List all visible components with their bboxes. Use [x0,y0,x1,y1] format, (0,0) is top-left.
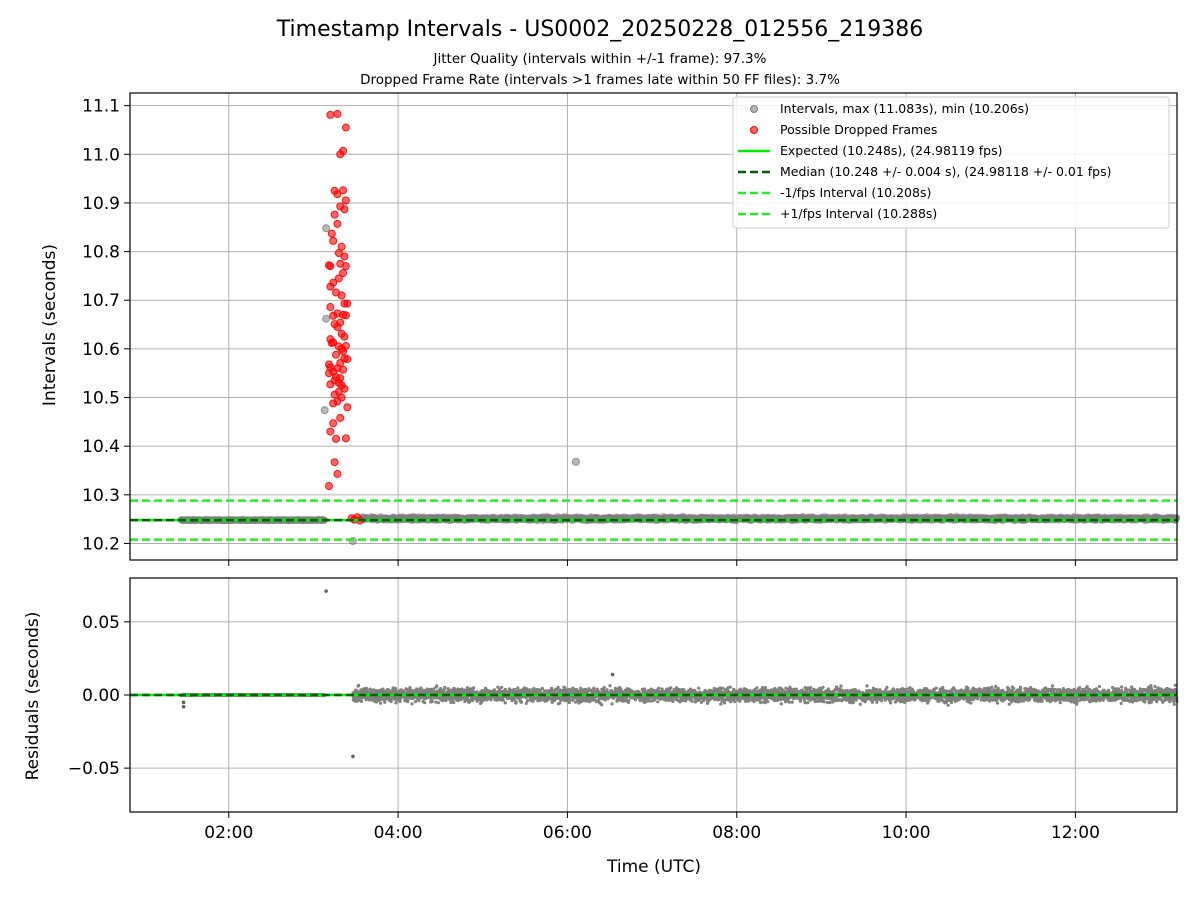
dropped-frame-point-1 [333,109,342,118]
dropped-frame-point-8 [341,196,350,205]
top-reference-lines [130,499,1177,541]
dropped-frame-point-39 [340,332,349,341]
dropped-frame-point-30 [326,303,335,312]
residual-point [389,699,393,704]
dropped-frame-point-62 [326,380,335,389]
residual-point [357,683,361,687]
residual-point [434,700,438,704]
residual-point [359,699,364,703]
residual-point [452,700,456,705]
dropped-frame-point-27 [337,291,346,300]
dropped-frame-point-68 [329,399,338,408]
dropped-frame-point-72 [326,427,335,436]
chart-title: Timestamp Intervals - US0002_20250228_01… [276,17,923,42]
dropped-frame-point-47 [332,350,341,359]
top-y-tick-label-1: 10.3 [82,486,120,506]
dropped-frame-point-0 [326,110,335,119]
residual-point [430,700,434,704]
dropped-frame-point-49 [343,355,352,364]
dropped-frame-point-13 [327,229,336,238]
top-y-tick-label-5: 10.7 [82,291,120,311]
dropped-frame-point-19 [341,262,350,271]
interval-outlier-point-4 [571,457,580,466]
dropped-frame-point-76 [333,469,342,478]
dropped-frame-point-12 [333,219,342,228]
chart-subtitle-dropped: Dropped Frame Rate (intervals >1 frames … [360,72,840,88]
dropped-frame-point-14 [329,236,338,245]
dropped-frame-point-32 [329,311,338,320]
dropped-frame-point-25 [326,282,335,291]
interval-outlier-point-0 [322,224,331,233]
top-y-tick-label-2: 10.4 [82,437,120,457]
top-y-tick-label-7: 10.9 [82,194,120,214]
dropped-frame-point-10 [340,205,349,214]
residual-point [413,700,418,704]
dropped-frame-point-73 [332,434,341,443]
interval-outlier-point-2 [320,406,329,415]
chart-subtitle-jitter: Jitter Quality (intervals within +/-1 fr… [433,51,767,67]
residual-point [436,701,441,705]
dropped-frame-point-4 [339,146,348,155]
dropped-frame-point-74 [341,434,350,443]
bottom-scatter-points [179,589,1179,759]
dropped-frame-point-11 [330,210,339,219]
top-y-tick-label-8: 11.0 [82,145,120,165]
residual-point [383,700,387,704]
dropped-frame-point-65 [330,390,339,399]
dropped-frame-point-17 [340,252,349,261]
top-y-tick-label-9: 11.1 [82,97,120,117]
dropped-frame-point-34 [341,311,350,320]
dropped-frame-point-77 [324,482,333,491]
dropped-frame-point-7 [339,186,348,195]
interval-outlier-point-1 [322,314,331,323]
top-y-tick-label-0: 10.2 [82,534,120,554]
dropped-frame-point-2 [341,123,350,132]
dropped-frame-point-21 [326,262,335,271]
dropped-frame-point-69 [343,403,352,412]
dropped-frame-point-56 [324,369,333,378]
residual-point [435,684,439,688]
dropped-frame-point-37 [333,322,342,331]
top-y-tick-label-3: 10.5 [82,389,120,409]
residual-point [378,701,383,705]
residual-point [394,701,398,705]
dropped-frame-point-55 [339,365,348,374]
residual-point [443,685,447,689]
dropped-frame-point-75 [330,458,339,467]
residual-point [410,702,414,706]
top-y-tick-label-4: 10.6 [82,340,120,360]
dropped-frame-point-29 [343,299,352,308]
dropped-frame-point-70 [336,413,345,422]
top-y-tick-label-6: 10.8 [82,243,120,263]
residual-point [423,701,427,705]
residual-point [408,686,412,690]
dropped-frame-point-71 [329,419,338,428]
dropped-frame-point-46 [339,347,348,356]
